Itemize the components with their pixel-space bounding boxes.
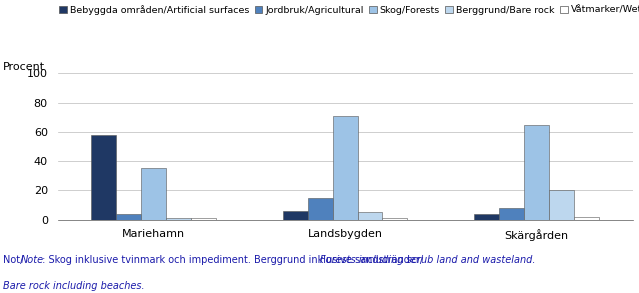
Bar [500,208,524,220]
Text: Procent: Procent [3,62,45,72]
Bar [524,125,549,220]
Text: Forests including scrub land and wasteland.: Forests including scrub land and wastela… [320,255,535,265]
Bar [474,214,500,220]
Legend: Bebyggda områden/Artificial surfaces, Jordbruk/Agricultural, Skog/Forests, Bergg: Bebyggda områden/Artificial surfaces, Jo… [56,2,639,17]
Text: : Skog inklusive tvinmark och impediment. Berggrund inklusive sandstränder/: : Skog inklusive tvinmark och impediment… [39,255,423,265]
Bar [116,214,141,220]
Text: Not/: Not/ [3,255,24,265]
Bar [332,116,358,220]
Bar [574,217,599,220]
Text: Bare rock including beaches.: Bare rock including beaches. [3,281,145,291]
Bar [141,168,166,220]
Bar [358,212,382,220]
Bar [166,218,190,220]
Bar [91,135,116,220]
Text: Note: Note [21,255,44,265]
Bar [282,211,308,220]
Bar [549,190,574,220]
Bar [382,217,408,220]
Bar [190,218,215,220]
Bar [308,198,332,220]
